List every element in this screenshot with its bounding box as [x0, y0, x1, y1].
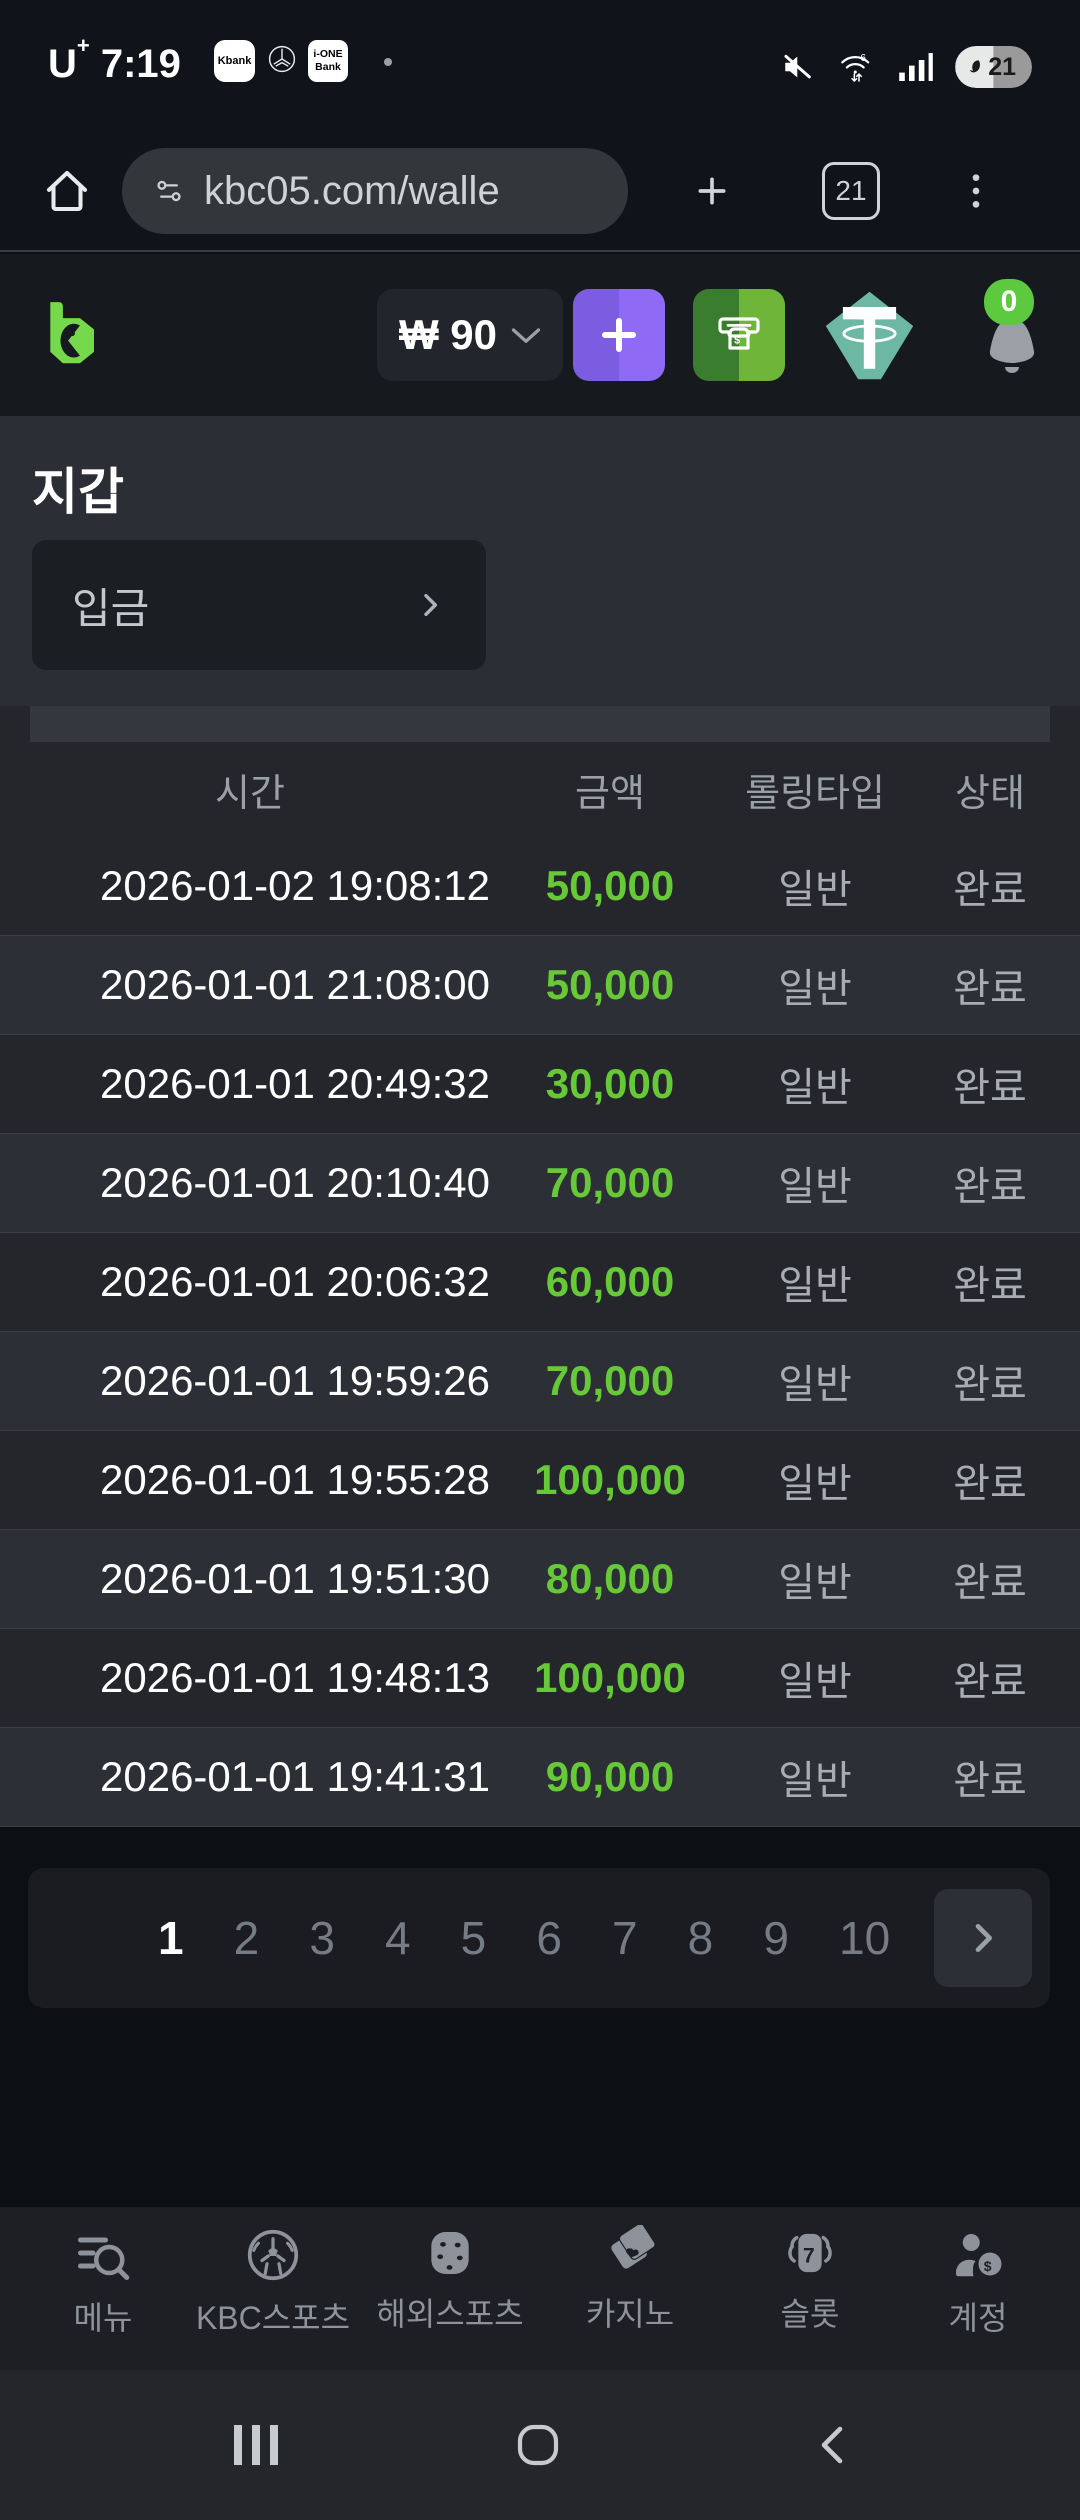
svg-text:7: 7	[803, 2244, 815, 2267]
svg-text:$: $	[984, 2258, 992, 2274]
svg-text:$: $	[734, 335, 741, 347]
svg-text:6: 6	[861, 53, 867, 64]
